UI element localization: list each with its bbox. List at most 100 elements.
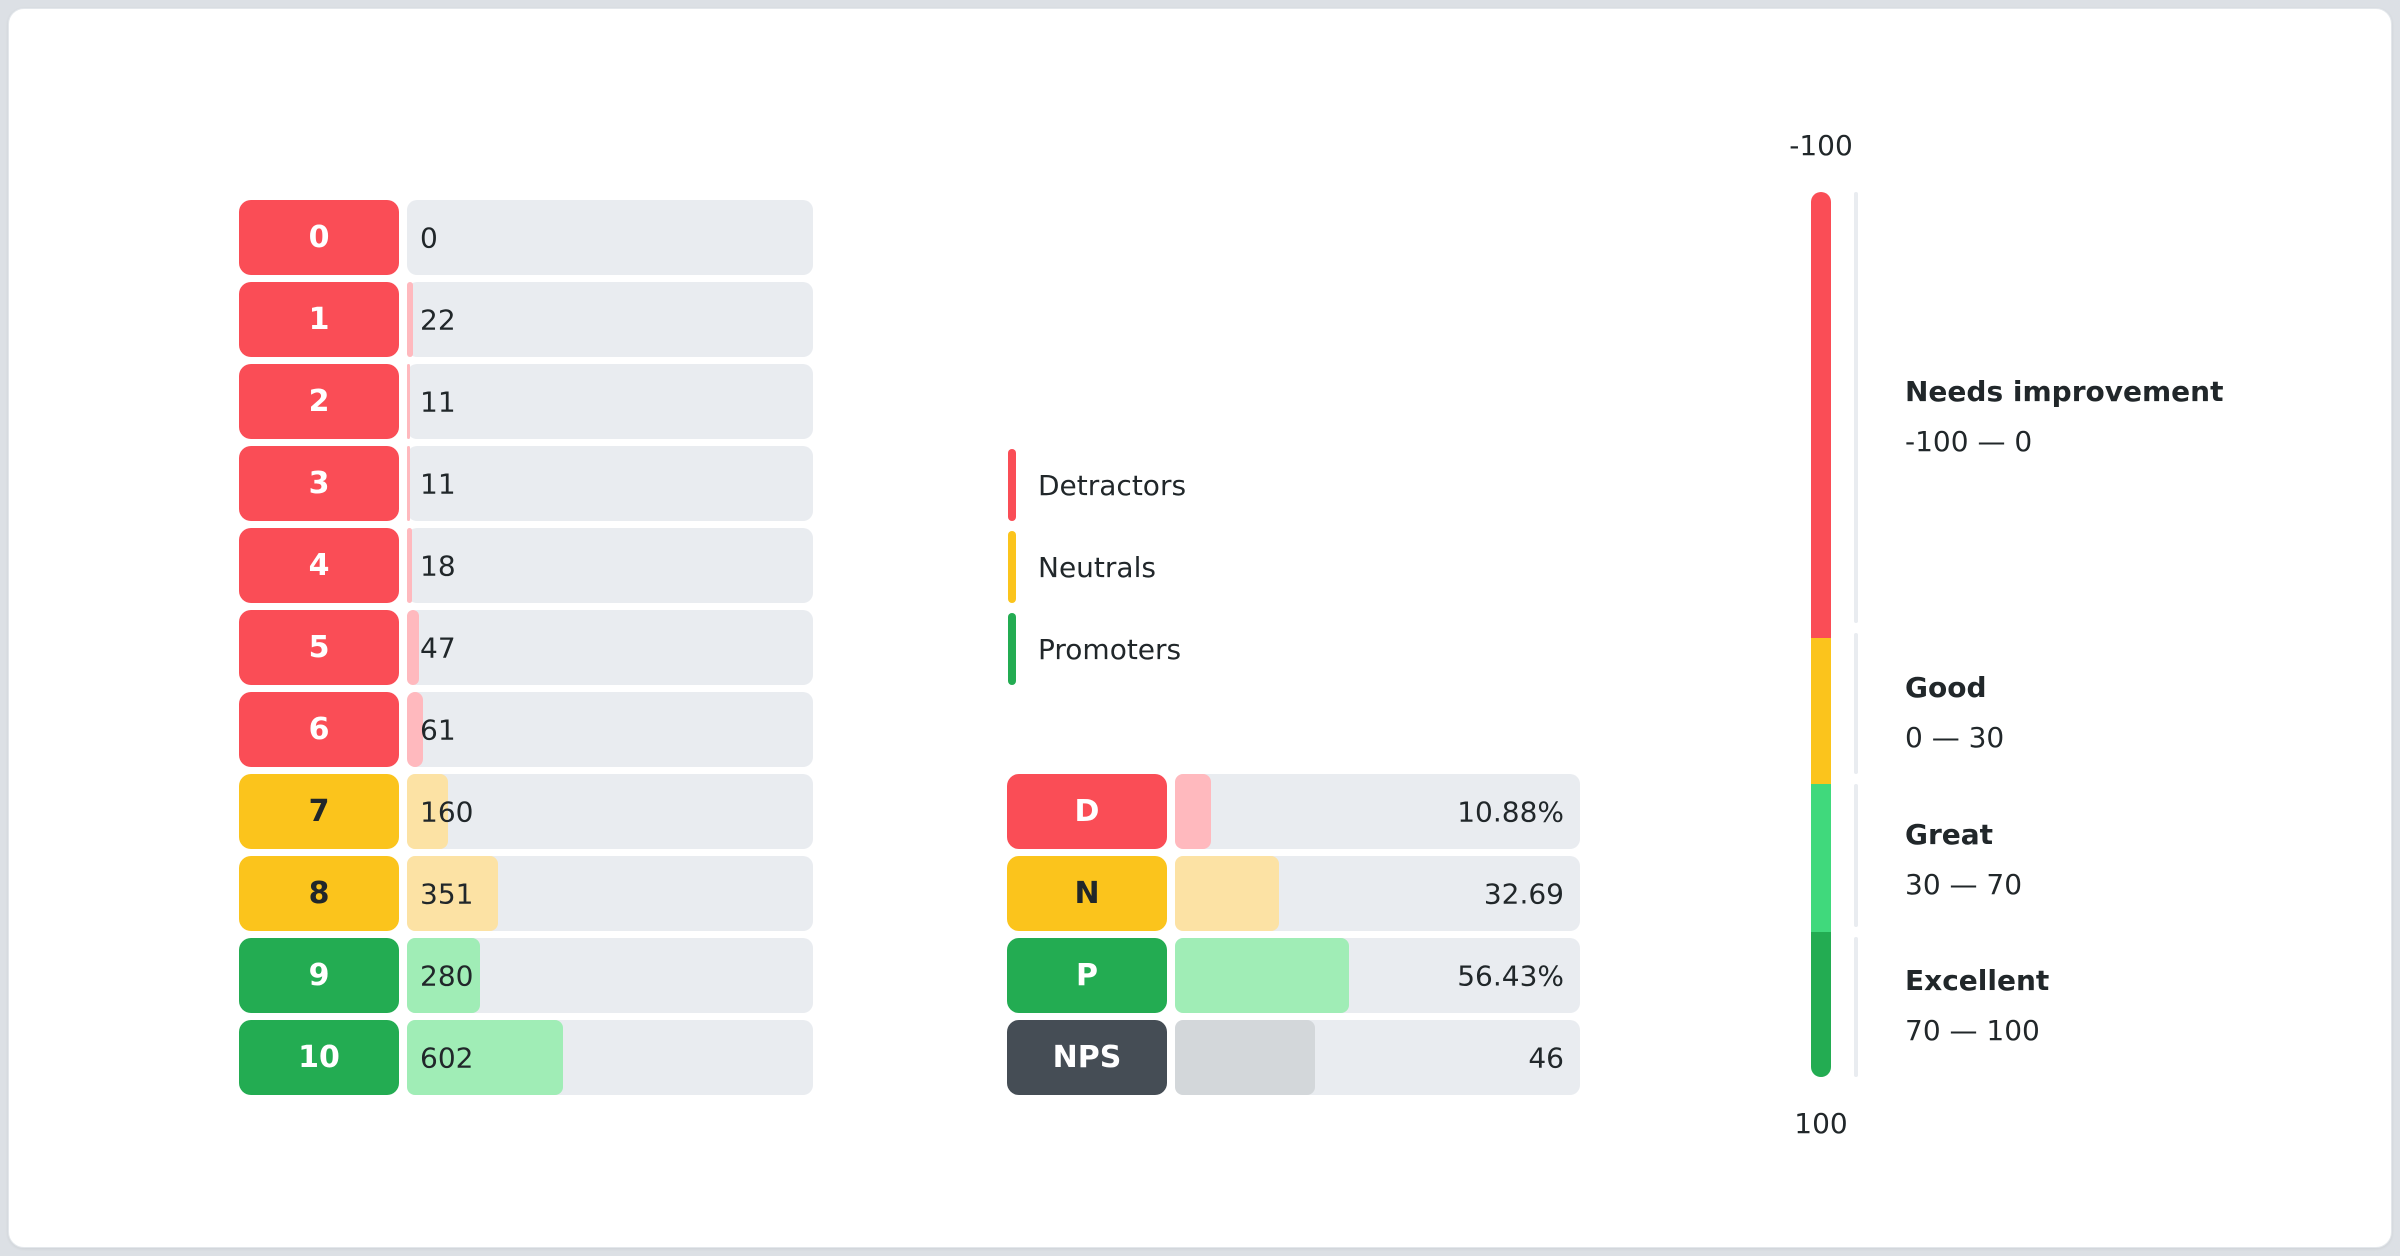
- score-bar-fill: [407, 856, 499, 931]
- gauge-segment-great: [1811, 784, 1831, 932]
- score-count: 160: [420, 795, 474, 828]
- score-row-5: 5 47: [239, 610, 813, 685]
- range-title: Good: [1905, 671, 1987, 704]
- score-bar-track: 0: [407, 200, 813, 275]
- legend-label: Neutrals: [1038, 550, 1156, 584]
- gauge-axis-segment: [1854, 936, 1858, 1077]
- legend-item-promoters[interactable]: Promoters: [1008, 613, 1186, 685]
- nps-widget-card: 0 0 1 22 2 11 3 11: [8, 8, 2392, 1248]
- score-distribution-chart: 0 0 1 22 2 11 3 11: [239, 200, 813, 1095]
- score-row-6: 6 61: [239, 692, 813, 767]
- score-row-3: 3 11: [239, 446, 813, 521]
- score-count: 18: [420, 549, 456, 582]
- summary-row-promoters: P 56.43%: [1007, 938, 1580, 1013]
- summary-chip-n: N: [1007, 856, 1167, 931]
- range-values: 30 — 70: [1905, 868, 2023, 901]
- score-bar-fill: [407, 938, 480, 1013]
- score-count: 11: [420, 467, 456, 500]
- summary-bar-fill: [1175, 938, 1350, 1013]
- summary-chip-nps: NPS: [1007, 1020, 1167, 1095]
- score-row-10: 10 602: [239, 1020, 813, 1095]
- score-count: 22: [420, 303, 456, 336]
- score-count: 280: [420, 959, 474, 992]
- score-count: 602: [420, 1041, 474, 1074]
- legend-item-neutrals[interactable]: Neutrals: [1008, 531, 1186, 603]
- summary-bar-fill: [1175, 1020, 1316, 1095]
- score-count: 47: [420, 631, 456, 664]
- score-bar-fill: [407, 282, 413, 357]
- score-bar-track: 602: [407, 1020, 813, 1095]
- score-bar-fill: [407, 528, 412, 603]
- gauge-axis-segment: [1854, 632, 1858, 774]
- score-chip-6: 6: [239, 692, 399, 767]
- summary-value: 56.43%: [1457, 959, 1564, 992]
- gauge-max-label: 100: [1794, 1107, 1848, 1140]
- summary-row-neutrals: N 32.69: [1007, 856, 1580, 931]
- summary-bar-fill: [1175, 774, 1212, 849]
- score-bar-track: 11: [407, 446, 813, 521]
- score-bar-fill: [407, 364, 410, 439]
- score-chip-1: 1: [239, 282, 399, 357]
- nps-summary-chart: D 10.88% N 32.69 P 56.43% NPS 46: [1007, 774, 1580, 1095]
- score-row-9: 9 280: [239, 938, 813, 1013]
- range-values: 0 — 30: [1905, 721, 2005, 754]
- score-row-1: 1 22: [239, 282, 813, 357]
- legend-item-detractors[interactable]: Detractors: [1008, 449, 1186, 521]
- score-bar-fill: [407, 610, 420, 685]
- score-count: 0: [420, 221, 438, 254]
- gauge-axis-segment: [1854, 192, 1858, 623]
- range-title: Great: [1905, 818, 1994, 851]
- gauge-range-needs-improvement: Needs improvement -100 — 0: [1905, 375, 2223, 459]
- score-count: 61: [420, 713, 456, 746]
- gauge-axis-segment: [1854, 784, 1858, 927]
- summary-bar-fill: [1175, 856, 1280, 931]
- gauge-range-good: Good 0 — 30: [1905, 671, 2004, 755]
- score-chip-5: 5: [239, 610, 399, 685]
- score-bar-fill: [407, 446, 410, 521]
- score-row-4: 4 18: [239, 528, 813, 603]
- score-row-8: 8 351: [239, 856, 813, 931]
- legend-swatch-promoters: [1008, 613, 1016, 685]
- summary-bar-track: 32.69: [1175, 856, 1580, 931]
- score-bar-fill: [407, 692, 423, 767]
- score-chip-2: 2: [239, 364, 399, 439]
- score-row-0: 0 0: [239, 200, 813, 275]
- score-bar-fill: [407, 1020, 564, 1095]
- gauge-range-excellent: Excellent 70 — 100: [1905, 964, 2049, 1048]
- gauge-range-great: Great 30 — 70: [1905, 818, 2022, 902]
- legend-label: Detractors: [1038, 468, 1187, 502]
- score-bar-track: 47: [407, 610, 813, 685]
- summary-bar-track: 56.43%: [1175, 938, 1580, 1013]
- gauge-bar: [1811, 192, 1831, 1077]
- gauge-segment-needs-improvement: [1811, 192, 1831, 639]
- score-row-7: 7 160: [239, 774, 813, 849]
- gauge-segment-good: [1811, 638, 1831, 785]
- gauge-axis-track: [1854, 192, 1858, 1077]
- range-title: Excellent: [1905, 964, 2050, 997]
- summary-row-detractors: D 10.88%: [1007, 774, 1580, 849]
- gauge-segment-excellent: [1811, 931, 1831, 1077]
- score-count: 351: [420, 877, 474, 910]
- score-bar-track: 280: [407, 938, 813, 1013]
- summary-row-nps: NPS 46: [1007, 1020, 1580, 1095]
- summary-chip-p: P: [1007, 938, 1167, 1013]
- score-chip-3: 3: [239, 446, 399, 521]
- legend-swatch-detractors: [1008, 449, 1016, 521]
- legend-label: Promoters: [1038, 632, 1182, 666]
- summary-value: 32.69: [1483, 877, 1564, 910]
- score-bar-fill: [407, 774, 449, 849]
- score-chip-8: 8: [239, 856, 399, 931]
- score-bar-track: 160: [407, 774, 813, 849]
- summary-chip-d: D: [1007, 774, 1167, 849]
- score-bar-track: 61: [407, 692, 813, 767]
- summary-value: 46: [1528, 1041, 1564, 1074]
- gauge-min-label: -100: [1789, 129, 1853, 162]
- score-chip-7: 7: [239, 774, 399, 849]
- score-chip-0: 0: [239, 200, 399, 275]
- summary-bar-track: 46: [1175, 1020, 1580, 1095]
- score-bar-track: 18: [407, 528, 813, 603]
- score-chip-10: 10: [239, 1020, 399, 1095]
- score-chip-4: 4: [239, 528, 399, 603]
- range-values: 70 — 100: [1905, 1014, 2040, 1047]
- score-bar-track: 11: [407, 364, 813, 439]
